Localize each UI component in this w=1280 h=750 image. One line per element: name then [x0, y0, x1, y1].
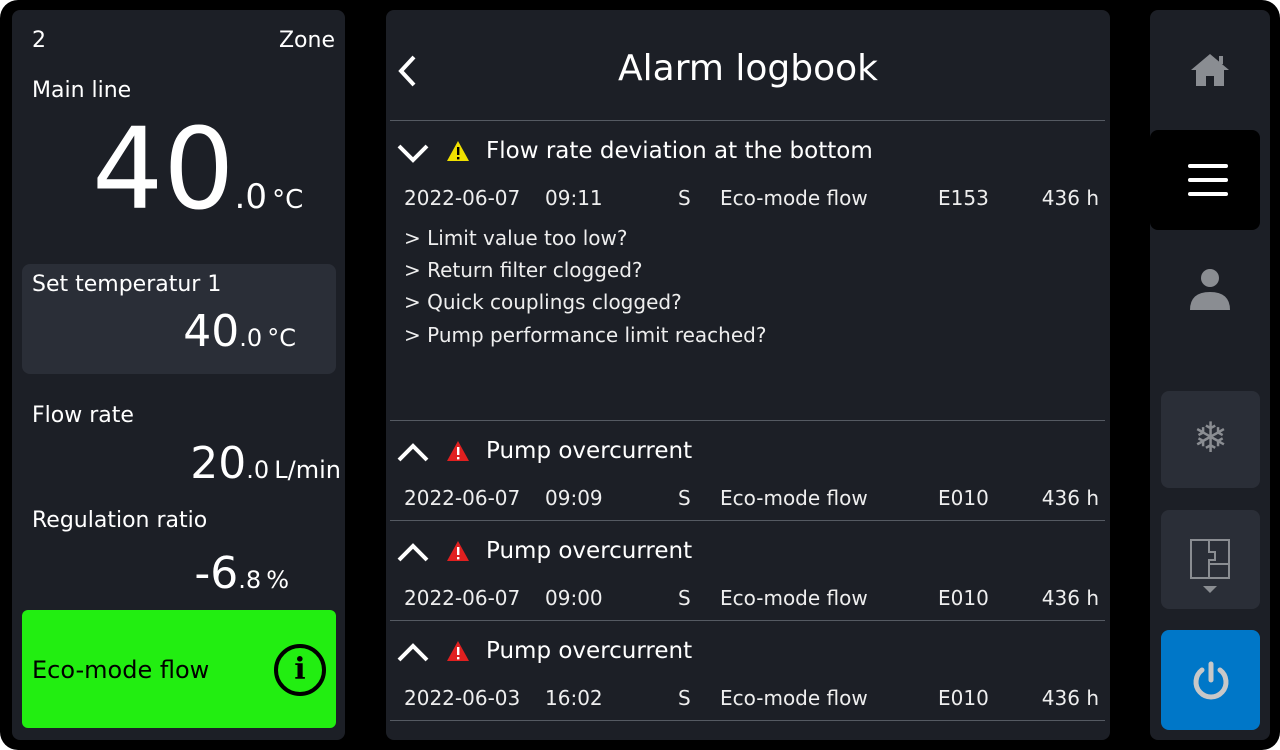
alarm-time: 16:02: [545, 686, 603, 710]
regulation-label: Regulation ratio: [32, 508, 208, 533]
main-line-int: 40: [92, 105, 235, 235]
set-temp-int: 40: [183, 306, 240, 357]
snowflake-icon: ❄: [1192, 413, 1229, 462]
alarm-mode: Eco-mode flow: [720, 686, 868, 710]
main-line-label: Main line: [32, 78, 132, 103]
divider: [390, 620, 1105, 621]
status-panel: 2 Zone Main line 40.0 °C Set temperatur …: [12, 10, 345, 740]
alarm-logbook-panel: Alarm logbook Flow rate deviation at the…: [386, 10, 1110, 740]
back-chevron-icon[interactable]: [396, 54, 420, 88]
alarm-date: 2022-06-07: [404, 586, 521, 610]
flow-rate-value: 20.0 L/min: [190, 438, 341, 489]
reg-unit: %: [266, 566, 289, 594]
error-icon: [447, 541, 469, 561]
flow-unit: L/min: [274, 456, 341, 484]
divider: [390, 120, 1105, 121]
divider: [390, 420, 1105, 421]
power-icon: [1193, 661, 1229, 700]
alarm-title: Pump overcurrent: [486, 638, 693, 664]
set-temp-value: 40.0 °C: [183, 306, 296, 357]
alarm-type: S: [678, 686, 691, 710]
divider: [390, 720, 1105, 721]
alarm-time: 09:00: [545, 586, 603, 610]
main-line-unit: °C: [272, 185, 304, 215]
set-temp-label: Set temperatur 1: [32, 272, 222, 297]
set-temp-unit: °C: [267, 324, 296, 352]
warning-icon: [447, 141, 469, 161]
alarm-code: E010: [938, 486, 989, 510]
alarm-title: Flow rate deviation at the bottom: [486, 138, 873, 164]
page-title: Alarm logbook: [618, 48, 878, 89]
reg-dec: .8: [238, 566, 262, 594]
power-button[interactable]: [1161, 630, 1260, 730]
alarm-hours: 436 h: [1041, 186, 1099, 210]
alarm-date: 2022-06-03: [404, 686, 521, 710]
main-line-dec: .0: [234, 177, 267, 217]
chevron-down-icon[interactable]: [396, 142, 430, 164]
chevron-up-icon[interactable]: [396, 442, 430, 464]
nav-cooling-button[interactable]: ❄: [1161, 391, 1260, 488]
alarm-hours: 436 h: [1041, 686, 1099, 710]
alarm-hours: 436 h: [1041, 486, 1099, 510]
set-temperature-button[interactable]: Set temperatur 1 40.0 °C: [22, 264, 336, 374]
error-icon: [447, 641, 469, 661]
flow-dec: .0: [246, 456, 270, 484]
nav-menu-button[interactable]: [1150, 130, 1260, 230]
divider: [390, 520, 1105, 521]
alarm-hint: > Quick couplings clogged?: [404, 290, 682, 314]
alarm-code: E153: [938, 186, 989, 210]
alarm-code: E010: [938, 586, 989, 610]
alarm-type: S: [678, 486, 691, 510]
alarm-title: Pump overcurrent: [486, 438, 693, 464]
alarm-mode: Eco-mode flow: [720, 186, 868, 210]
regulation-value: -6.8 %: [194, 548, 289, 599]
alarm-hint: > Return filter clogged?: [404, 258, 643, 282]
home-icon: [1191, 54, 1229, 86]
alarm-time: 09:09: [545, 486, 603, 510]
alarm-code: E010: [938, 686, 989, 710]
alarm-hours: 436 h: [1041, 586, 1099, 610]
zone-label: Zone: [278, 28, 335, 53]
flow-rate-label: Flow rate: [32, 403, 134, 428]
nav-user-button[interactable]: [1150, 232, 1270, 382]
alarm-hint: > Pump performance limit reached?: [404, 323, 767, 347]
reg-int: -6: [194, 548, 239, 599]
nav-home-button[interactable]: [1150, 10, 1270, 128]
chevron-up-icon[interactable]: [396, 642, 430, 664]
nav-zone-button[interactable]: [1161, 510, 1260, 609]
alarm-date: 2022-06-07: [404, 186, 521, 210]
error-icon: [447, 441, 469, 461]
alarm-type: S: [678, 586, 691, 610]
mode-button[interactable]: Eco-mode flow i: [22, 610, 336, 728]
alarm-date: 2022-06-07: [404, 486, 521, 510]
floorplan-icon: [1190, 539, 1230, 593]
alarm-hint: > Limit value too low?: [404, 226, 628, 250]
alarm-mode: Eco-mode flow: [720, 586, 868, 610]
alarm-title: Pump overcurrent: [486, 538, 693, 564]
user-icon: [1190, 269, 1230, 310]
zone-number: 2: [32, 28, 46, 53]
mode-label: Eco-mode flow: [32, 656, 210, 684]
alarm-time: 09:11: [545, 186, 603, 210]
flow-int: 20: [190, 438, 247, 489]
main-line-value: 40.0 °C: [92, 110, 303, 230]
chevron-up-icon[interactable]: [396, 542, 430, 564]
set-temp-dec: .0: [239, 324, 263, 352]
alarm-type: S: [678, 186, 691, 210]
menu-icon: [1188, 164, 1228, 196]
info-icon[interactable]: i: [274, 644, 326, 696]
alarm-mode: Eco-mode flow: [720, 486, 868, 510]
